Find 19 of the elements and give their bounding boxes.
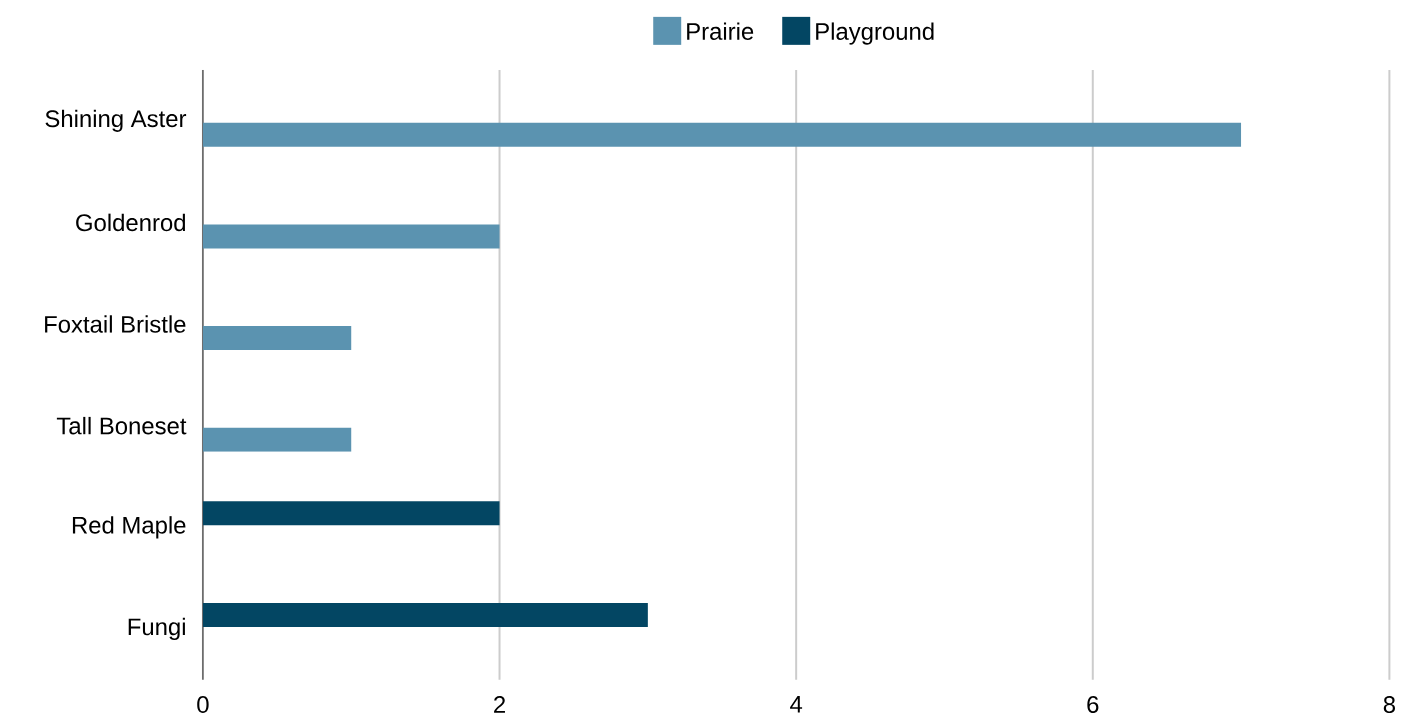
y-tick-label: Foxtail Bristle [45, 315, 186, 333]
y-tick-label: Red Maple [72, 516, 186, 539]
y-tick-label: Goldenrod [76, 213, 185, 232]
bar [202, 224, 500, 249]
legend-label: Prairie [687, 22, 754, 41]
y-tick-label: Shining Aster [45, 109, 187, 133]
x-tick-label: 0 [197, 696, 209, 714]
y-tick-label: Fungi [128, 617, 185, 641]
bar [202, 326, 352, 351]
legend-label: Playground [816, 22, 934, 45]
bar [202, 427, 352, 452]
x-tick-label: 2 [494, 696, 505, 713]
x-tick-label: 4 [790, 696, 803, 713]
x-tick-label: 8 [1383, 696, 1395, 714]
bar [202, 122, 1242, 147]
bar [202, 501, 500, 526]
bar [202, 603, 648, 628]
x-tick-label: 6 [1087, 696, 1099, 714]
y-tick-label: Tall Boneset [56, 417, 187, 435]
